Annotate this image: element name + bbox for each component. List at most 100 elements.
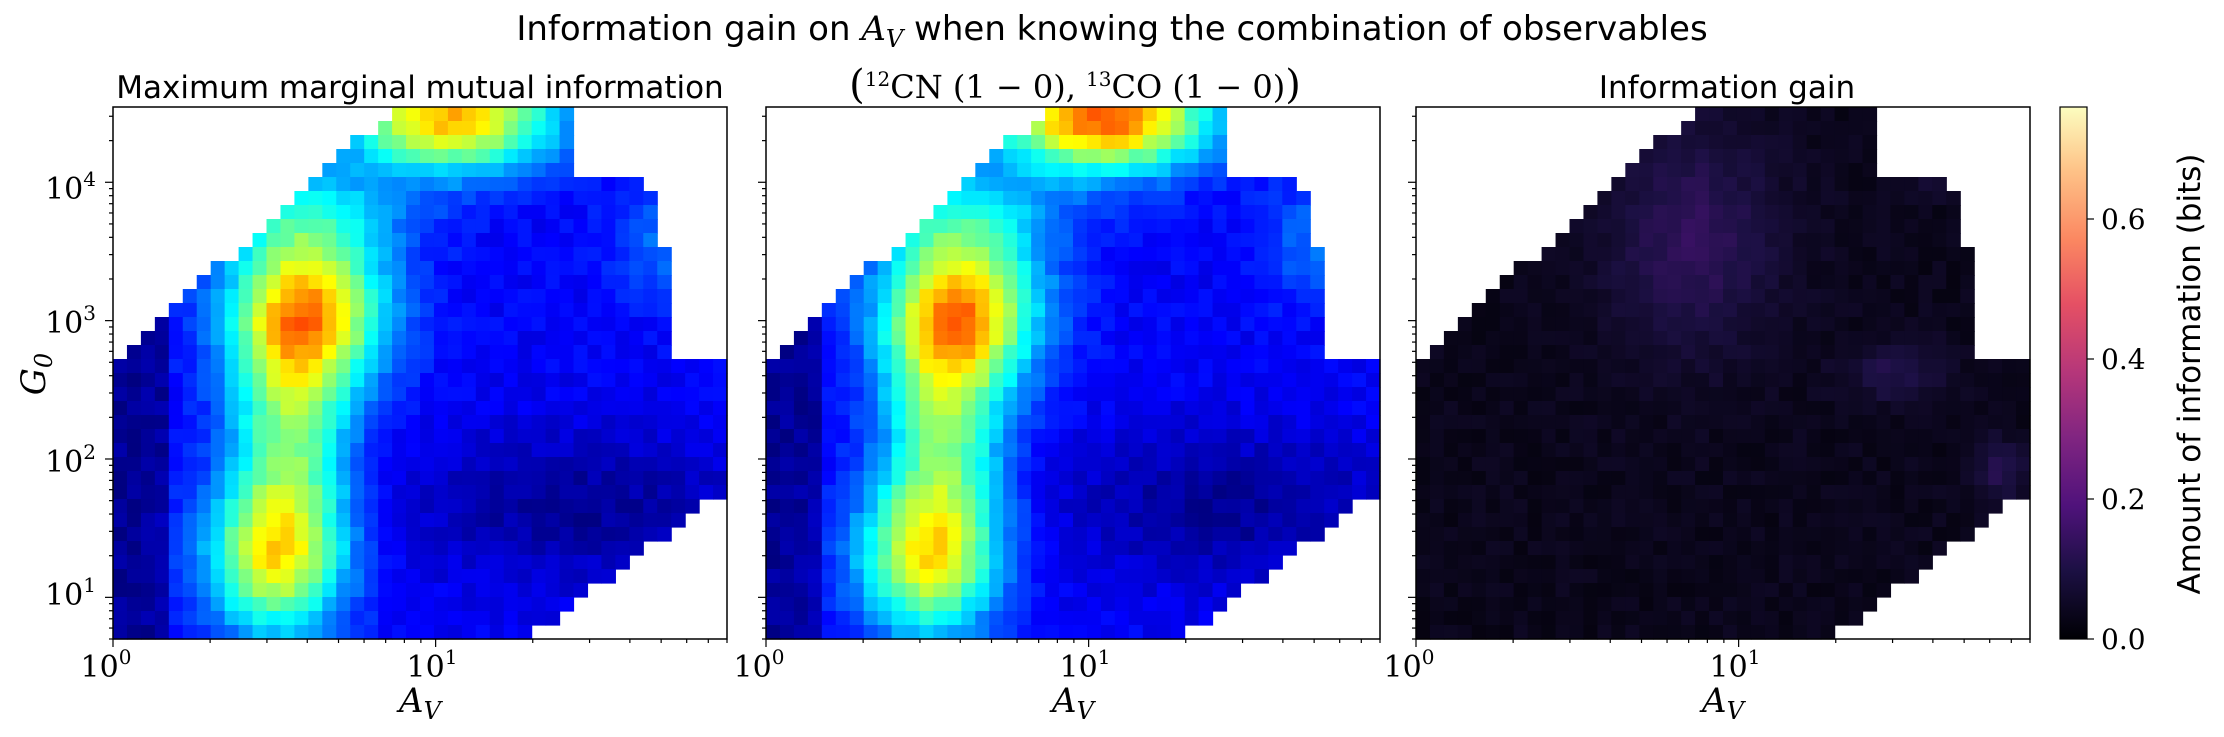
heatmap-cell: [559, 513, 575, 528]
heatmap-cell: [1513, 401, 1529, 416]
heatmap-cell: [1513, 443, 1529, 458]
heatmap-cell: [420, 499, 435, 514]
heatmap-cell: [713, 485, 728, 500]
heatmap-cell: [447, 597, 463, 612]
heatmap-cell: [489, 625, 505, 640]
heatmap-cell: [1170, 317, 1186, 332]
heatmap-cell: [1639, 499, 1654, 514]
heatmap-cell: [1667, 345, 1682, 360]
heatmap-cell: [1170, 541, 1186, 556]
heatmap-cell: [154, 317, 170, 332]
heatmap-cell: [1254, 191, 1269, 206]
heatmap-cell: [266, 583, 282, 598]
heatmap-cell: [280, 569, 295, 584]
heatmap-cell: [1820, 471, 1836, 486]
heatmap-cell: [1045, 373, 1060, 388]
heatmap-cell: [877, 513, 893, 528]
heatmap-cell: [1778, 527, 1794, 542]
heatmap-cell: [294, 331, 309, 346]
heatmap-cell: [933, 513, 948, 528]
heatmap-cell: [447, 205, 463, 220]
heatmap-cell: [252, 401, 268, 416]
heatmap-cell: [821, 345, 837, 360]
panel-2-frame: [765, 106, 1381, 640]
heatmap-cell: [1003, 261, 1018, 276]
heatmap-cell: [1282, 275, 1297, 290]
heatmap-cell: [1625, 485, 1640, 500]
heatmap-cell: [1709, 373, 1724, 388]
heatmap-cell: [1723, 275, 1738, 290]
heatmap-cell: [1443, 597, 1459, 612]
heatmap-cell: [933, 345, 948, 360]
heatmap-cell: [1254, 541, 1269, 556]
heatmap-cell: [891, 513, 907, 528]
heatmap-cell: [1876, 541, 1892, 556]
heatmap-cell: [1653, 331, 1668, 346]
heatmap-cell: [1555, 247, 1571, 262]
heatmap-cell: [364, 163, 379, 178]
heatmap-cell: [1597, 513, 1612, 528]
heatmap-cell: [433, 625, 449, 640]
y-tick-label: 102: [45, 440, 96, 480]
heatmap-cell: [1750, 429, 1766, 444]
heatmap-cell: [224, 415, 240, 430]
heatmap-cell: [210, 611, 226, 626]
heatmap-cell: [1569, 415, 1585, 430]
heatmap-cell: [849, 303, 865, 318]
heatmap-cell: [1918, 499, 1933, 514]
heatmap-cell: [1296, 527, 1311, 542]
heatmap-cell: [294, 261, 309, 276]
heatmap-cell: [1310, 415, 1325, 430]
heatmap-cell: [336, 625, 351, 640]
heatmap-cell: [1170, 457, 1186, 472]
heatmap-cell: [699, 401, 714, 416]
heatmap-cell: [1695, 135, 1710, 150]
heatmap-cell: [406, 303, 421, 318]
heatmap-cell: [657, 247, 672, 262]
heatmap-cell: [154, 583, 170, 598]
heatmap-cell: [420, 275, 435, 290]
heatmap-cell: [699, 373, 714, 388]
heatmap-cell: [807, 331, 823, 346]
heatmap-cell: [601, 289, 616, 304]
heatmap-cell: [531, 583, 547, 598]
heatmap-cell: [1100, 121, 1116, 136]
heatmap-cell: [961, 219, 976, 234]
heatmap-cell: [601, 471, 616, 486]
heatmap-cell: [1212, 527, 1228, 542]
heatmap-cell: [294, 583, 309, 598]
heatmap-cell: [1764, 625, 1780, 640]
heatmap-cell: [113, 401, 128, 416]
heatmap-cell: [699, 429, 714, 444]
heatmap-cell: [1114, 345, 1130, 360]
heatmap-cell: [1296, 219, 1311, 234]
heatmap-cell: [657, 499, 672, 514]
heatmap-cell: [1667, 275, 1682, 290]
heatmap-cell: [1541, 443, 1557, 458]
heatmap-cell: [336, 317, 351, 332]
heatmap-cell: [807, 387, 823, 402]
heatmap-cell: [1031, 261, 1046, 276]
heatmap-cell: [1128, 359, 1144, 374]
heatmap-cell: [1268, 303, 1283, 318]
heatmap-cell: [1268, 373, 1283, 388]
heatmap-cell: [849, 499, 865, 514]
heatmap-cell: [266, 513, 282, 528]
heatmap-cell: [835, 597, 851, 612]
heatmap-cell: [364, 303, 379, 318]
heatmap-cell: [447, 345, 463, 360]
heatmap-cell: [1003, 359, 1018, 374]
heatmap-cell: [685, 429, 700, 444]
heatmap-cell: [1764, 541, 1780, 556]
heatmap-cell: [1834, 191, 1850, 206]
heatmap-cell: [475, 177, 491, 192]
heatmap-cell: [1611, 541, 1626, 556]
heatmap-cell: [1555, 331, 1571, 346]
heatmap-cell: [252, 569, 268, 584]
heatmap-cell: [1184, 485, 1200, 500]
heatmap-cell: [1031, 611, 1046, 626]
heatmap-cell: [933, 625, 948, 640]
heatmap-cell: [1499, 471, 1515, 486]
heatmap-cell: [1142, 457, 1158, 472]
heatmap-cell: [1904, 485, 1919, 500]
